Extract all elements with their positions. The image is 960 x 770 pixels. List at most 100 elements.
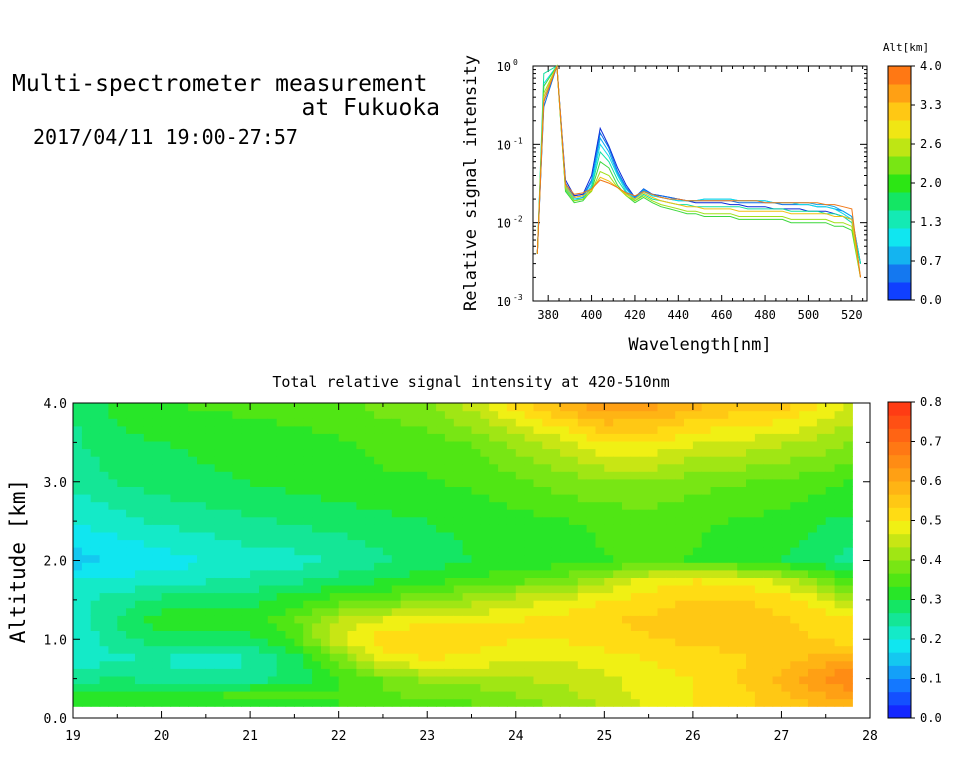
- heatmap-cell: [99, 547, 110, 556]
- heatmap-cell: [356, 531, 366, 541]
- heatmap-cell: [772, 577, 783, 586]
- heatmap-cell: [347, 584, 357, 594]
- y-tick-label: 0.0: [44, 712, 67, 727]
- heatmap-cell: [294, 471, 304, 480]
- heatmap-cell: [143, 547, 154, 556]
- heatmap-cell: [197, 433, 207, 442]
- heatmap-cell: [135, 425, 145, 434]
- heatmap-cell: [391, 668, 402, 677]
- heatmap-cell: [99, 622, 110, 631]
- heatmap-cell: [462, 524, 473, 533]
- heatmap-cell: [816, 577, 827, 586]
- heatmap-cell: [568, 638, 579, 647]
- heatmap-cell: [754, 410, 765, 419]
- heatmap-cell: [427, 691, 437, 700]
- heatmap-cell: [622, 622, 632, 631]
- heatmap-cell: [99, 433, 110, 442]
- heatmap-cell: [471, 607, 481, 616]
- heatmap-cell: [250, 478, 260, 487]
- heatmap-cell: [746, 418, 756, 427]
- heatmap-cell: [622, 433, 632, 442]
- heatmap-cell: [170, 463, 180, 472]
- heatmap-cell: [126, 425, 136, 434]
- heatmap-cell: [701, 471, 712, 480]
- heatmap-cell: [241, 698, 251, 707]
- heatmap-cell: [223, 653, 233, 662]
- heatmap-cell: [400, 592, 411, 601]
- heatmap-cell: [170, 494, 180, 503]
- heatmap-cell: [515, 463, 526, 472]
- heatmap-cell: [276, 501, 287, 510]
- heatmap-cell: [657, 683, 667, 692]
- heatmap-cell: [613, 501, 623, 510]
- heatmap-cell: [799, 478, 809, 487]
- heatmap-cell: [790, 645, 800, 654]
- heatmap-cell: [506, 600, 517, 609]
- heatmap-cell: [303, 547, 313, 556]
- heatmap-cell: [400, 660, 411, 669]
- heatmap-cell: [99, 425, 110, 434]
- heatmap-cell: [692, 668, 703, 677]
- heatmap-cell: [524, 638, 535, 647]
- heatmap-cell: [560, 425, 570, 434]
- heatmap-cell: [321, 494, 331, 503]
- heatmap-cell: [143, 645, 154, 654]
- heatmap-cell: [90, 410, 101, 419]
- heatmap-cell: [267, 683, 278, 692]
- heatmap-cell: [622, 425, 632, 434]
- heatmap-cell: [418, 592, 428, 601]
- heatmap-cell: [568, 584, 579, 594]
- heatmap-cell: [321, 645, 331, 654]
- heatmap-cell: [489, 524, 499, 533]
- heatmap-cell: [223, 425, 233, 434]
- heatmap-cell: [126, 683, 136, 692]
- heatmap-cell: [471, 539, 481, 548]
- heatmap-cell: [754, 600, 765, 609]
- heatmap-cell: [232, 471, 242, 480]
- heatmap-cell: [294, 456, 304, 465]
- heatmap-cell: [816, 698, 827, 707]
- heatmap-cell: [152, 584, 163, 594]
- heatmap-cell: [444, 622, 455, 631]
- heatmap-cell: [382, 607, 393, 616]
- heatmap-cell: [692, 569, 703, 578]
- heatmap-cell: [480, 554, 490, 563]
- heatmap-cell: [400, 675, 411, 685]
- heatmap-cell: [586, 622, 597, 631]
- heatmap-cell: [108, 433, 118, 442]
- heatmap-cell: [179, 433, 189, 442]
- heatmap-cell: [622, 486, 632, 495]
- heatmap-cell: [259, 531, 269, 541]
- heatmap-cell: [259, 630, 269, 639]
- heatmap-cell: [126, 433, 136, 442]
- heatmap-cell: [126, 494, 136, 503]
- heatmap-cell: [214, 660, 225, 669]
- heatmap-cell: [648, 584, 659, 594]
- heatmap-cell: [692, 539, 703, 548]
- heatmap-cell: [639, 584, 650, 594]
- heatmap-cell: [506, 471, 517, 480]
- heatmap-cell: [365, 691, 375, 700]
- heatmap-cell: [622, 478, 632, 487]
- heatmap-cell: [808, 554, 818, 563]
- heatmap-cell: [126, 675, 136, 685]
- heatmap-cell: [179, 675, 189, 685]
- heatmap-cell: [816, 410, 827, 419]
- heatmap-cell: [595, 569, 605, 578]
- heatmap-cell: [188, 539, 198, 548]
- heatmap-cell: [152, 569, 163, 578]
- heatmap-cell: [90, 660, 101, 669]
- heatmap-cell: [808, 403, 818, 412]
- heatmap-cell: [551, 607, 561, 616]
- heatmap-cell: [81, 486, 92, 495]
- heatmap-cell: [117, 509, 127, 518]
- heatmap-cell: [710, 562, 721, 571]
- heatmap-cell: [692, 547, 703, 556]
- colorbar-tick-label: 0.8: [920, 395, 942, 409]
- heatmap-cell: [444, 600, 455, 609]
- heatmap-cell: [701, 630, 712, 639]
- heatmap-cell: [453, 554, 464, 563]
- heatmap-cell: [294, 531, 304, 541]
- heatmap-cell: [551, 554, 561, 563]
- heatmap-cell: [241, 547, 251, 556]
